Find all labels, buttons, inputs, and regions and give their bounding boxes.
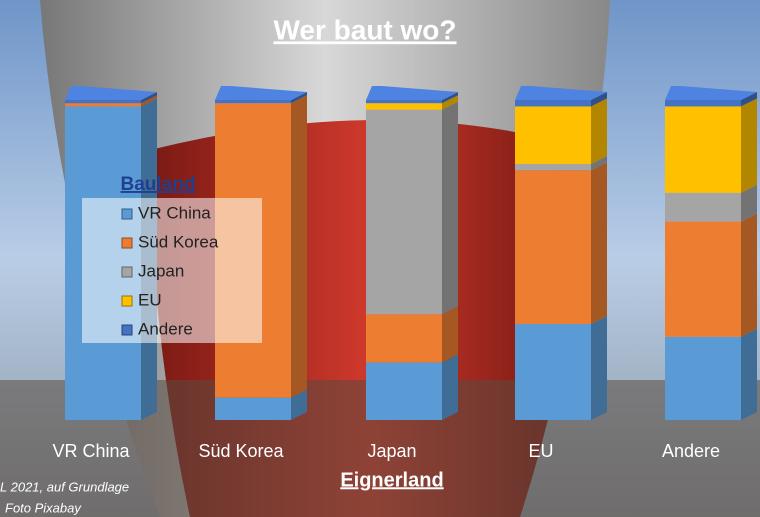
bar-segment [366, 314, 442, 363]
legend-label: Süd Korea [138, 232, 219, 251]
legend-title: Bauland [121, 174, 196, 195]
bar-side [291, 92, 307, 104]
bar-top [665, 86, 757, 100]
legend-marker [121, 324, 133, 336]
bar-top [215, 86, 307, 100]
bar-segment [665, 336, 741, 420]
chart-title: Wer baut wo? [273, 14, 456, 45]
bar-segment [366, 109, 442, 315]
legend-marker [121, 295, 133, 307]
bar-segment [515, 324, 591, 420]
bar-segment [215, 100, 291, 104]
x-axis-title: Eignerland [340, 469, 443, 491]
bar-side [741, 328, 757, 420]
bar-segment [65, 100, 141, 104]
bar-top [515, 86, 607, 100]
bar-side [442, 101, 458, 315]
x-tick-label: Japan [367, 441, 416, 461]
bar-side [591, 162, 607, 324]
bar-side [442, 92, 458, 104]
bar-segment [515, 164, 591, 171]
bar-segment [515, 106, 591, 164]
bar-side [141, 95, 157, 107]
bar-segment [515, 170, 591, 324]
legend-box [82, 198, 262, 343]
bar-side [591, 92, 607, 107]
bar-side [591, 156, 607, 171]
bar-side [442, 354, 458, 420]
x-tick-label: EU [528, 441, 553, 461]
bar-side [442, 95, 458, 110]
bar-side [741, 184, 757, 222]
bar-segment [665, 100, 741, 107]
bar-segment [366, 362, 442, 420]
x-tick-label: Andere [662, 441, 720, 461]
bar-side [291, 95, 307, 398]
source: Foto Pixabay [5, 500, 82, 515]
legend-label: EU [138, 290, 162, 309]
bar-segment [665, 221, 741, 337]
bar-segment [215, 397, 291, 420]
bar-segment [665, 192, 741, 222]
x-tick-label: Süd Korea [198, 441, 284, 461]
legend-marker [121, 266, 133, 278]
legend-label: Japan [138, 261, 184, 280]
bar-side [741, 92, 757, 107]
legend-marker [121, 208, 133, 220]
bar-side [442, 306, 458, 363]
bar-top [366, 86, 458, 100]
bar-side [291, 389, 307, 420]
legend: VR China Süd Korea Japan EU Andere [121, 203, 219, 338]
bar-side [591, 316, 607, 420]
legend-label: Andere [138, 319, 193, 338]
bar-side [141, 92, 157, 104]
source: L 2021, auf Grundlage [0, 479, 129, 494]
legend-marker [121, 237, 133, 249]
x-tick-label: VR China [52, 441, 130, 461]
bar-segment [65, 103, 141, 107]
bar-segment [515, 100, 591, 107]
bar-segment [665, 106, 741, 193]
bar-side [741, 98, 757, 193]
legend-label: VR China [138, 203, 211, 222]
bar-segment [366, 100, 442, 104]
bar-side [591, 98, 607, 164]
bar-side [741, 213, 757, 337]
bar-top [65, 86, 157, 100]
bar-segment [366, 103, 442, 110]
